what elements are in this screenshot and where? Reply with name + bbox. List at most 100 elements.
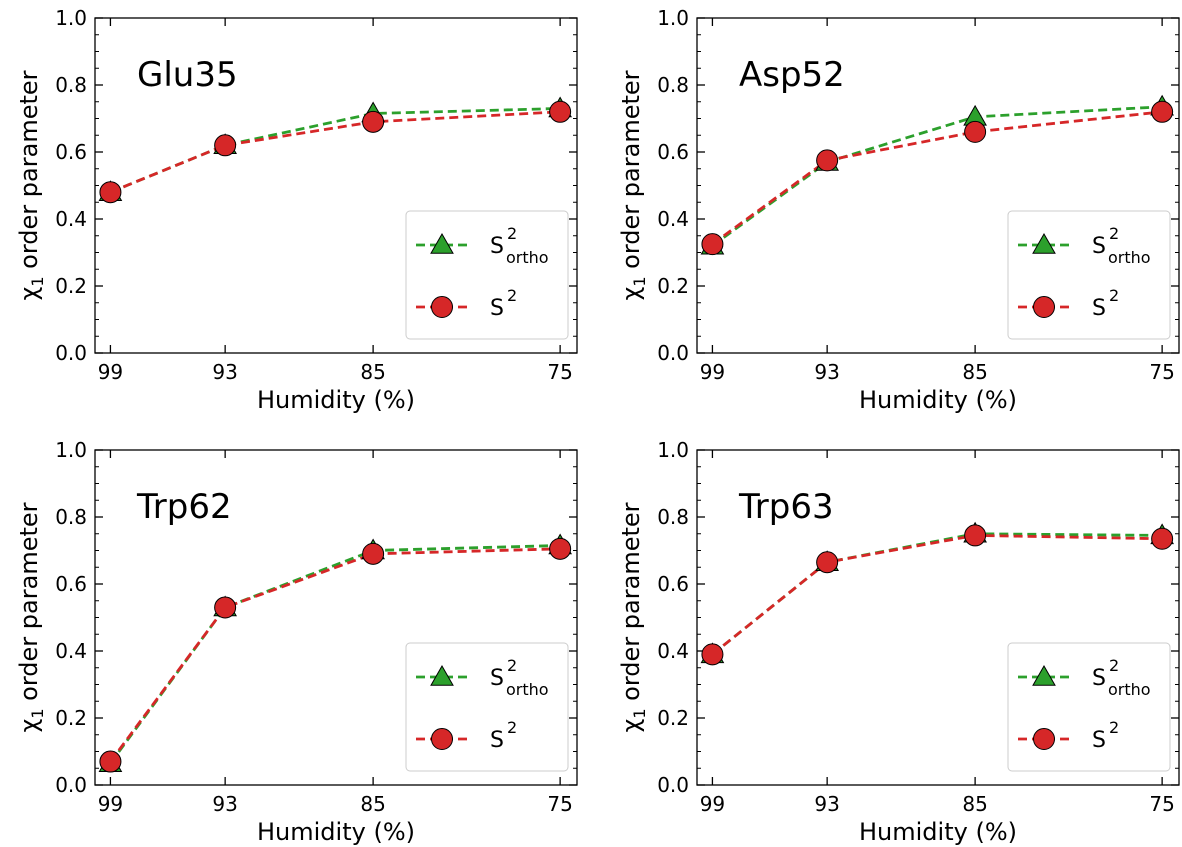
y-axis-label: χ1 order parameter — [617, 502, 649, 732]
legend-label-sub: ortho — [1108, 680, 1151, 699]
chart-panel-3: 0.0 0.2 0.4 0.6 0.8 1.0 99 93 85 75 Humidity (%) χ1… — [617, 438, 1180, 846]
x-tick-label: 75 — [547, 792, 572, 816]
legend-label: S2 — [1092, 718, 1119, 753]
y-tick-label: 1.0 — [657, 438, 689, 462]
y-axis-label: χ1 order parameter — [15, 502, 47, 732]
y-axis-symbol: χ — [617, 719, 645, 733]
legend-circle-marker — [1033, 296, 1055, 318]
y-tick-label: 0.4 — [657, 639, 689, 663]
series-line-plain — [711, 110, 1163, 246]
panel-title: Trp63 — [738, 487, 834, 527]
panel-title: Glu35 — [137, 55, 238, 95]
legend-label-main: S — [490, 234, 504, 259]
legend-label: S2 — [1092, 286, 1119, 321]
y-tick-label: 0.0 — [55, 773, 87, 797]
y-axis-subscript: 1 — [630, 276, 649, 286]
legend-label-sup: 2 — [1109, 286, 1119, 305]
legend-triangle-marker — [1032, 232, 1056, 254]
y-axis-text: order parameter — [617, 70, 645, 276]
x-tick-label: 85 — [360, 360, 385, 384]
y-tick-label: 0.8 — [55, 505, 87, 529]
legend-label-sub: ortho — [506, 680, 549, 699]
y-tick-label: 0.4 — [657, 207, 689, 231]
series-line-plain — [711, 534, 1163, 656]
circle-marker — [1151, 527, 1174, 550]
legend-label: S2 — [490, 286, 517, 321]
y-axis-symbol: χ — [617, 287, 645, 301]
y-tick-label: 0.2 — [55, 274, 87, 298]
legend-label: S2 — [1092, 224, 1119, 259]
legend-label-sup: 2 — [507, 286, 517, 305]
legend-label-main: S — [1092, 234, 1106, 259]
legend-label: S2 — [1092, 656, 1119, 691]
circle-marker — [362, 542, 385, 565]
x-tick-label: 85 — [360, 792, 385, 816]
panel-title: Asp52 — [739, 55, 845, 95]
y-tick-label: 0.0 — [55, 341, 87, 365]
circle-marker — [362, 110, 385, 133]
y-tick-label: 1.0 — [55, 6, 87, 30]
y-tick-label: 0.0 — [657, 773, 689, 797]
legend-label-sub: ortho — [506, 248, 549, 267]
y-axis-text: order parameter — [617, 502, 645, 708]
circle-marker — [99, 181, 122, 204]
x-tick-label: 93 — [814, 792, 839, 816]
y-tick-label: 0.4 — [55, 639, 87, 663]
circle-marker — [701, 643, 724, 666]
y-tick-label: 0.0 — [657, 341, 689, 365]
y-axis-subscript: 1 — [28, 708, 47, 718]
legend-triangle-marker — [1032, 664, 1056, 686]
y-tick-label: 0.6 — [657, 572, 689, 596]
legend-label-sup: 2 — [1109, 656, 1119, 675]
y-axis-subscript: 1 — [28, 276, 47, 286]
circle-marker — [816, 149, 839, 172]
circle-marker — [701, 233, 724, 256]
legend-label-main: S — [490, 296, 504, 321]
legend-box — [1007, 210, 1171, 340]
x-tick-label: 75 — [1149, 792, 1174, 816]
y-axis-text: order parameter — [15, 502, 43, 708]
y-tick-label: 0.2 — [657, 706, 689, 730]
series-line-plain — [109, 547, 561, 763]
y-tick-label: 0.6 — [657, 140, 689, 164]
legend-label-sup: 2 — [507, 656, 517, 675]
circle-marker — [214, 134, 237, 157]
x-axis-label: Humidity (%) — [257, 386, 415, 414]
circle-marker — [99, 750, 122, 773]
legend-box — [1007, 642, 1171, 772]
y-tick-label: 0.2 — [55, 706, 87, 730]
x-tick-label: 85 — [962, 792, 987, 816]
x-tick-label: 93 — [212, 360, 237, 384]
y-tick-label: 0.4 — [55, 207, 87, 231]
x-tick-label: 99 — [700, 792, 725, 816]
x-tick-label: 85 — [962, 360, 987, 384]
x-tick-label: 93 — [212, 792, 237, 816]
legend-label-sup: 2 — [1109, 718, 1119, 737]
y-axis-label: χ1 order parameter — [15, 70, 47, 300]
legend-circle-marker — [431, 296, 453, 318]
legend-box — [405, 210, 569, 340]
y-axis-label: χ1 order parameter — [617, 70, 649, 300]
series-line-ortho — [109, 107, 561, 194]
x-tick-label: 99 — [700, 360, 725, 384]
x-tick-label: 93 — [814, 360, 839, 384]
legend-label: S2 — [490, 718, 517, 753]
circle-marker — [214, 596, 237, 619]
legend-label-main: S — [490, 728, 504, 753]
circle-marker — [816, 551, 839, 574]
circle-marker — [964, 524, 987, 547]
circle-marker — [549, 100, 572, 123]
legend-label-sup: 2 — [507, 224, 517, 243]
y-tick-label: 0.6 — [55, 140, 87, 164]
x-axis-label: Humidity (%) — [859, 386, 1017, 414]
y-tick-label: 0.8 — [657, 73, 689, 97]
y-tick-label: 0.6 — [55, 572, 87, 596]
circle-marker — [964, 120, 987, 143]
y-axis-symbol: χ — [15, 719, 43, 733]
legend-label-sup: 2 — [507, 718, 517, 737]
circle-marker — [549, 537, 572, 560]
legend-label-main: S — [1092, 666, 1106, 691]
x-tick-label: 99 — [98, 792, 123, 816]
y-tick-label: 1.0 — [657, 6, 689, 30]
chart-panel-0: 0.0 0.2 0.4 0.6 0.8 1.0 99 93 85 75 Humidity (%) χ1… — [15, 6, 578, 414]
